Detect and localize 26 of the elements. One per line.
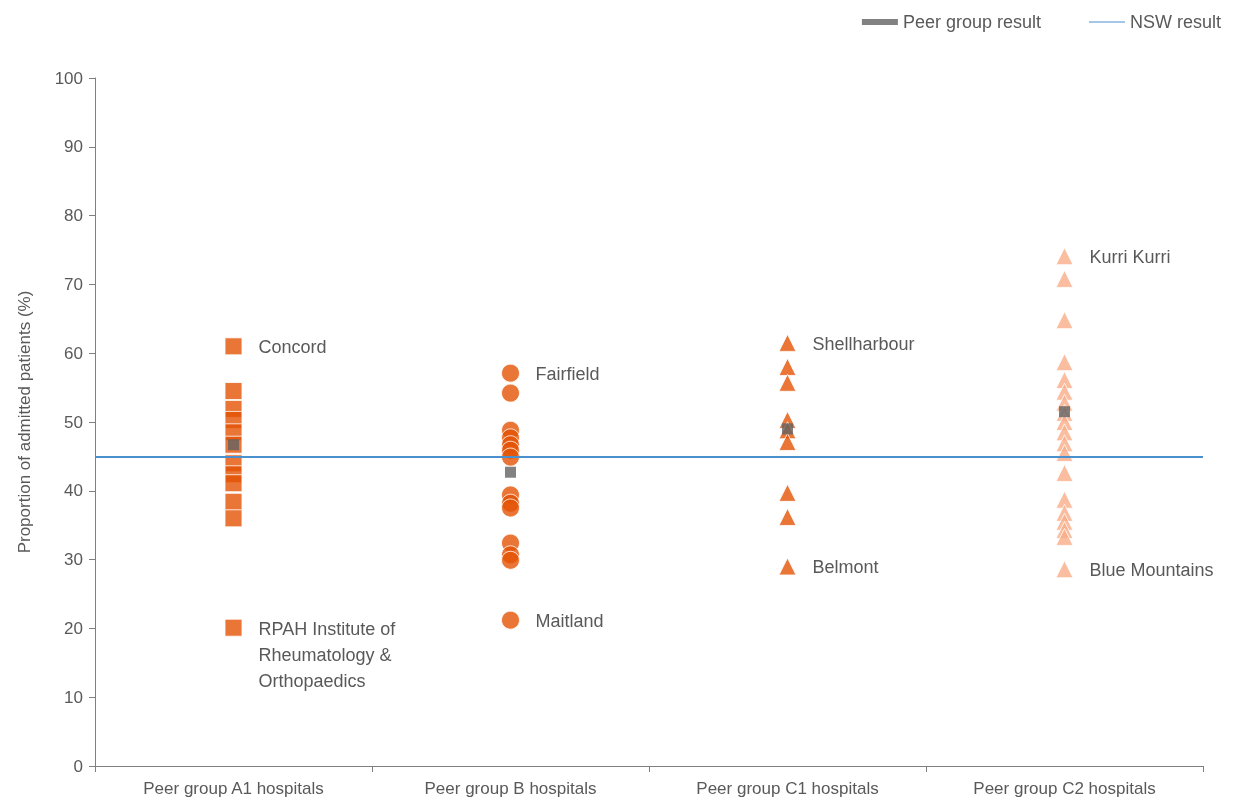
legend-label: Peer group result	[902, 12, 1041, 32]
annotation: Kurri Kurri	[1089, 247, 1171, 268]
y-tick-label: 100	[54, 68, 83, 88]
y-tick-label: 80	[64, 206, 83, 226]
y-tick-label: 70	[64, 274, 83, 294]
y-tick-label: 40	[64, 481, 83, 501]
annotation: RPAH Institute of Rheumatology & Orthopaedics	[258, 618, 401, 691]
annotation: Maitland	[535, 611, 604, 632]
annotation: Blue Mountains	[1089, 560, 1214, 581]
x-tick-label: Peer group C1 hospitals	[696, 779, 879, 798]
y-tick-label: 60	[64, 343, 83, 363]
legend-label: NSW result	[1129, 12, 1221, 32]
y-tick-label: 30	[64, 550, 83, 570]
y-tick-label: 0	[73, 756, 83, 776]
annotation: Shellharbour	[812, 333, 915, 354]
annotation: Belmont	[812, 557, 879, 578]
annotation: Concord	[258, 337, 327, 358]
x-tick-label: Peer group A1 hospitals	[143, 779, 324, 798]
x-tick-label: Peer group B hospitals	[424, 779, 597, 798]
y-axis-title: Proportion of admitted patients (%)	[15, 290, 34, 554]
x-tick-label: Peer group C2 hospitals	[973, 779, 1156, 798]
annotation: Fairfield	[535, 364, 600, 385]
y-tick-label: 10	[64, 687, 83, 707]
y-tick-label: 50	[64, 412, 83, 432]
y-tick-label: 20	[64, 618, 83, 638]
y-tick-label: 90	[64, 137, 83, 157]
